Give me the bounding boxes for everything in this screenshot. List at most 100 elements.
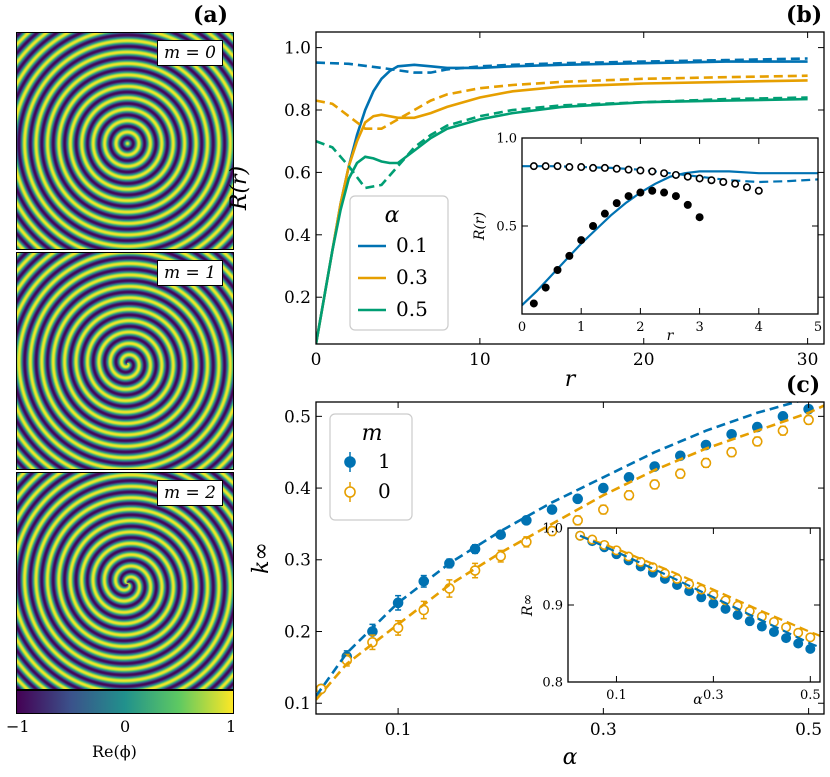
series-c-inset-1-point bbox=[744, 606, 755, 617]
series-c-0-point bbox=[495, 529, 507, 540]
series-c-0-point bbox=[803, 403, 814, 415]
x-tick-label: 5 bbox=[814, 320, 822, 335]
series-c-inset-0-point bbox=[696, 592, 707, 603]
series-c-inset-1-point bbox=[635, 556, 646, 567]
series-c-1-point bbox=[649, 479, 660, 490]
x-axis-label: r bbox=[667, 328, 675, 344]
series-c-inset-0-point bbox=[647, 567, 658, 578]
series-c-1-point bbox=[623, 489, 635, 501]
series-b-inset-2-point bbox=[636, 188, 645, 197]
series-c-0-point bbox=[675, 450, 686, 462]
series-c-0-point bbox=[777, 411, 789, 422]
spiral-m1 bbox=[16, 252, 234, 470]
series-b-inset-2-point bbox=[648, 186, 657, 195]
series-c-inset-0-point bbox=[768, 626, 779, 637]
x-tick-label: 0.5 bbox=[795, 720, 822, 740]
series-c-inset-3-line bbox=[579, 534, 820, 649]
spiral-m1-label: m = 1 bbox=[157, 260, 223, 286]
series-c-inset-1-point bbox=[696, 584, 707, 595]
series-b-inset-3-point bbox=[529, 162, 538, 171]
y-tick-label: 0.6 bbox=[284, 163, 311, 183]
series-b-inset-3-point bbox=[565, 163, 574, 172]
chart-c-inset-frame bbox=[567, 527, 821, 683]
x-tick-label: 0.3 bbox=[703, 688, 724, 703]
series-b-inset-3-point bbox=[612, 164, 621, 173]
series-b-1-line bbox=[316, 57, 808, 74]
series-b-inset-3-point bbox=[671, 170, 680, 179]
chart-b-plot bbox=[316, 57, 808, 344]
series-b-inset-2-point bbox=[577, 236, 586, 245]
series-b-inset-3-point bbox=[754, 186, 763, 195]
series-c-inset-1-point bbox=[587, 534, 598, 545]
series-c-inset-0-point bbox=[781, 633, 792, 644]
chart-c: 0.1 0.3 0.5 0.1 0.2 0.3 0.4 0.5 α k∞ bbox=[249, 401, 825, 770]
x-tick-label: 10 bbox=[469, 350, 491, 370]
series-c-0-point bbox=[726, 428, 737, 440]
series-b-4-line bbox=[316, 97, 808, 344]
spiral-m0 bbox=[16, 32, 234, 250]
series-c-inset-1-point bbox=[611, 545, 622, 556]
series-b-inset-3-point bbox=[553, 162, 562, 171]
colorbar-label: Re(ϕ) bbox=[92, 742, 137, 761]
series-c-0-point bbox=[572, 493, 583, 505]
x-axis-label: r bbox=[565, 367, 577, 392]
spiral-m2 bbox=[16, 472, 234, 690]
y-tick-label: 0.2 bbox=[284, 288, 311, 308]
series-c-0-point bbox=[341, 651, 353, 662]
series-c-1-point bbox=[367, 636, 378, 648]
chart-b-inset: 0 1 2 3 4 5 0.5 1.0 r R(r) bbox=[472, 132, 822, 344]
legend-c-title: m bbox=[362, 421, 383, 446]
series-c-inset-0-point bbox=[672, 579, 683, 590]
x-axis-label: α bbox=[693, 692, 703, 708]
colorbar-tick-max: 1 bbox=[226, 717, 237, 736]
x-tick-label: 0 bbox=[518, 320, 526, 335]
y-axis-label: R∞ bbox=[520, 594, 536, 617]
series-b-inset-1-line bbox=[522, 165, 818, 184]
x-tick-label: 3 bbox=[695, 320, 703, 335]
y-tick-label: 0.1 bbox=[284, 694, 311, 714]
series-b-inset-3-point bbox=[719, 178, 728, 187]
colorbar-tick-mid: 0 bbox=[120, 717, 131, 736]
x-tick-label: 0.3 bbox=[590, 720, 617, 740]
series-c-0-point bbox=[316, 683, 327, 695]
y-tick-label: 0.5 bbox=[496, 220, 517, 235]
legend-b-box bbox=[349, 195, 449, 331]
series-b-inset-3-point bbox=[589, 163, 598, 172]
series-c-1-point bbox=[598, 504, 609, 515]
series-b-inset-2-point bbox=[600, 209, 609, 218]
series-c-1-point bbox=[341, 654, 353, 666]
series-c-0-point bbox=[751, 421, 763, 433]
series-c-inset-1-point bbox=[781, 622, 792, 633]
series-c-inset-0-point bbox=[793, 638, 804, 649]
series-c-0-point bbox=[392, 597, 404, 609]
chart-c-plot bbox=[316, 402, 824, 701]
series-c-1-point bbox=[392, 622, 404, 634]
series-c-1-point bbox=[444, 583, 455, 594]
x-tick-label: 20 bbox=[633, 350, 655, 370]
series-c-0-point bbox=[623, 472, 635, 483]
chart-c-inset-bg bbox=[568, 528, 820, 682]
series-b-inset-2-point bbox=[529, 299, 538, 308]
series-c-0-point bbox=[367, 626, 378, 637]
series-c-inset-0-point bbox=[708, 598, 719, 609]
chart-b: 0 10 20 300.20.40.60.81.0rR(r) bbox=[227, 31, 825, 392]
series-b-inset-3-point bbox=[731, 179, 740, 188]
series-c-inset-0-point bbox=[635, 561, 646, 572]
series-c-inset-0-point bbox=[805, 643, 816, 654]
x-tick-label: 1 bbox=[577, 320, 585, 335]
series-c-0-point bbox=[649, 461, 660, 472]
series-c-inset-1-point bbox=[805, 632, 816, 643]
series-c-1-point bbox=[469, 565, 481, 576]
series-c-inset-1-point bbox=[793, 627, 804, 638]
y-tick-label: 0.4 bbox=[284, 226, 311, 246]
series-c-inset-1-point bbox=[708, 589, 719, 600]
series-b-inset-2-point bbox=[589, 222, 598, 231]
series-c-0-point bbox=[444, 558, 455, 569]
colorbar bbox=[16, 690, 234, 714]
chart-b-inset-frame bbox=[521, 137, 819, 315]
y-axis-label: R(r) bbox=[472, 212, 488, 241]
series-c-inset-1-point bbox=[575, 530, 586, 541]
series-b-inset-3-point bbox=[577, 163, 586, 172]
series-c-1-point bbox=[495, 550, 507, 562]
chart-c-inset-plot bbox=[575, 530, 820, 654]
